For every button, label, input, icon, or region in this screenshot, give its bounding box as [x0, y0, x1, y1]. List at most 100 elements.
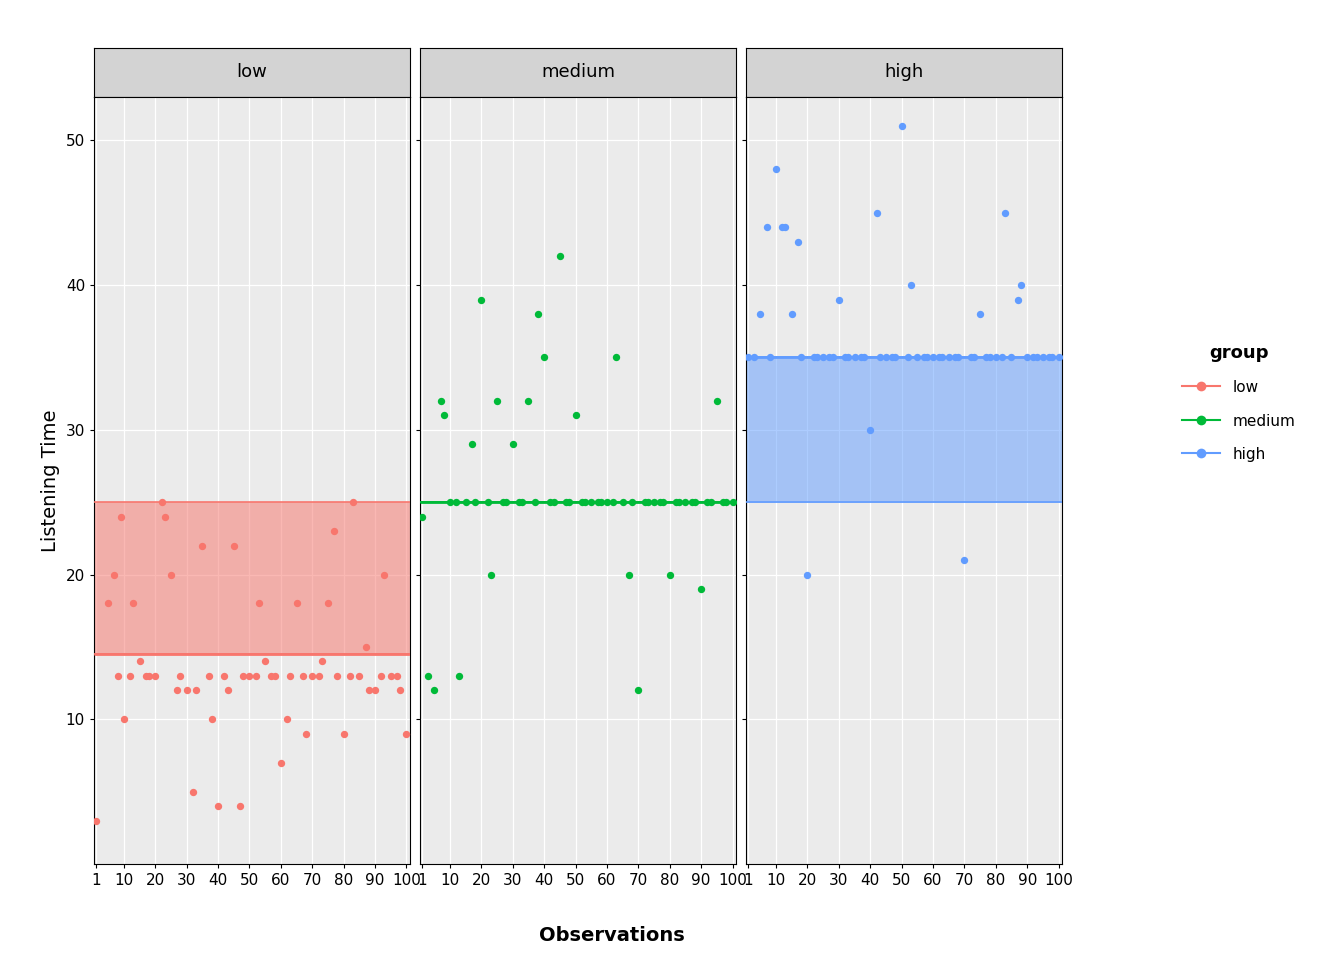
Point: [849, 349, 871, 365]
Point: [487, 394, 508, 409]
Point: [821, 349, 843, 365]
Point: [230, 799, 251, 814]
Point: [1023, 349, 1044, 365]
Point: [480, 566, 501, 582]
Point: [737, 349, 758, 365]
Point: [790, 349, 812, 365]
Point: [868, 349, 890, 365]
Point: [449, 668, 470, 684]
Point: [417, 668, 438, 684]
Point: [439, 494, 461, 510]
Text: medium: medium: [540, 63, 616, 82]
Point: [524, 494, 546, 510]
Point: [540, 494, 562, 510]
Point: [938, 349, 960, 365]
Point: [263, 668, 285, 684]
Point: [774, 220, 796, 235]
Point: [543, 494, 564, 510]
Point: [129, 654, 151, 669]
Point: [812, 349, 833, 365]
Point: [136, 668, 157, 684]
Point: [771, 220, 793, 235]
Point: [517, 394, 539, 409]
Point: [564, 408, 586, 423]
Point: [960, 349, 981, 365]
Point: [430, 394, 452, 409]
Point: [339, 668, 360, 684]
Point: [120, 668, 141, 684]
Point: [653, 494, 675, 510]
Point: [907, 349, 929, 365]
Point: [216, 683, 238, 698]
Point: [245, 668, 266, 684]
Point: [155, 509, 176, 524]
Point: [333, 726, 355, 741]
Point: [280, 668, 301, 684]
Point: [931, 349, 953, 365]
Point: [992, 349, 1013, 365]
Point: [665, 494, 687, 510]
Point: [108, 668, 129, 684]
Point: [85, 813, 106, 828]
Point: [898, 349, 919, 365]
Point: [835, 349, 856, 365]
Point: [113, 711, 134, 727]
Point: [454, 494, 476, 510]
Point: [806, 349, 828, 365]
Point: [590, 494, 612, 510]
Point: [765, 161, 786, 177]
Point: [684, 494, 706, 510]
Point: [985, 349, 1007, 365]
Point: [555, 494, 577, 510]
Point: [587, 494, 609, 510]
Point: [550, 249, 571, 264]
Point: [512, 494, 534, 510]
Point: [433, 408, 454, 423]
Point: [948, 349, 969, 365]
Point: [470, 292, 492, 307]
Point: [233, 668, 254, 684]
Point: [621, 494, 642, 510]
Point: [1032, 349, 1054, 365]
Point: [176, 683, 198, 698]
Point: [917, 349, 938, 365]
Point: [995, 205, 1016, 221]
Point: [364, 683, 386, 698]
Point: [386, 668, 407, 684]
Point: [759, 349, 781, 365]
Point: [976, 349, 997, 365]
Point: [185, 683, 207, 698]
Point: [503, 437, 524, 452]
Point: [317, 596, 339, 612]
Point: [712, 494, 734, 510]
Point: [696, 494, 718, 510]
Point: [691, 582, 712, 597]
Point: [1016, 349, 1038, 365]
Point: [859, 422, 880, 438]
Point: [755, 220, 777, 235]
Point: [527, 306, 548, 322]
Point: [571, 494, 593, 510]
Point: [145, 668, 167, 684]
Point: [508, 494, 530, 510]
Point: [198, 668, 219, 684]
Point: [277, 711, 298, 727]
Point: [223, 538, 245, 553]
Point: [706, 394, 727, 409]
Point: [122, 596, 144, 612]
Point: [358, 683, 379, 698]
Point: [239, 668, 261, 684]
Point: [202, 711, 223, 727]
Point: [618, 566, 640, 582]
Point: [183, 784, 204, 800]
Point: [1001, 349, 1023, 365]
Point: [327, 668, 348, 684]
Point: [628, 683, 649, 698]
Point: [802, 349, 824, 365]
Point: [534, 349, 555, 365]
Point: [380, 668, 402, 684]
Point: [493, 494, 515, 510]
Point: [700, 494, 722, 510]
Point: [355, 639, 376, 655]
Point: [844, 349, 866, 365]
